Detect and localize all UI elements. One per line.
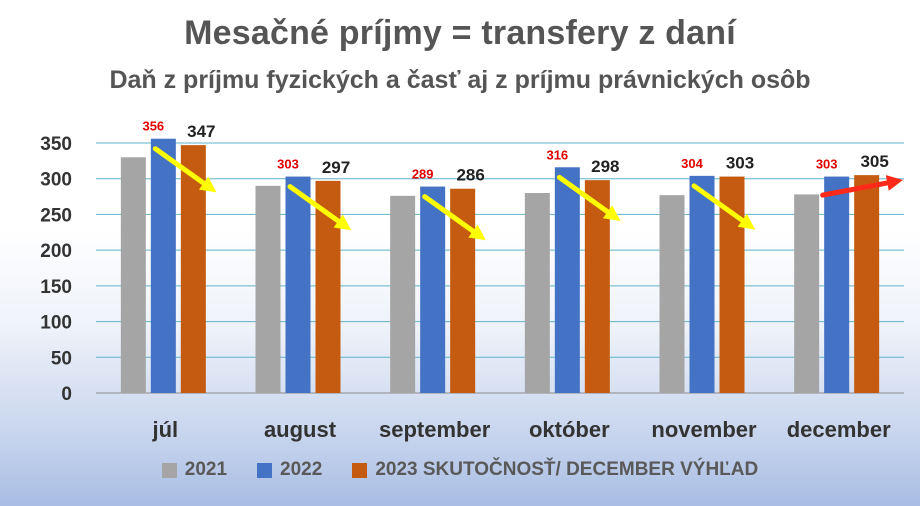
bar-2022-november: [689, 175, 715, 393]
trend-arrow-september: [422, 194, 486, 241]
data-label: 298: [591, 157, 619, 176]
y-tick-label: 50: [51, 348, 72, 369]
data-label: 316: [546, 147, 568, 162]
data-label: 356: [142, 119, 164, 134]
bar-2021-október: [524, 193, 550, 393]
x-tick-label: október: [529, 417, 610, 442]
y-tick-label: 300: [40, 170, 72, 191]
legend-label-2021: 2021: [184, 459, 228, 480]
bar-2021-december: [794, 194, 820, 393]
data-label: 304: [681, 156, 703, 171]
legend: 2021 2022 2023 SKUTOČNOSŤ/ DECEMBER VÝHĽ…: [0, 459, 920, 481]
y-tick-label: 100: [40, 313, 72, 334]
data-label: 303: [816, 157, 838, 172]
bar-2022-júl: [150, 138, 176, 393]
x-tick-label: december: [787, 417, 891, 442]
data-label: 303: [726, 154, 754, 173]
bar-2021-august: [255, 185, 281, 393]
trend-arrow-október: [556, 174, 621, 222]
bar-2021-júl: [120, 157, 146, 393]
chart-subtitle: Daň z príjmu fyzických a časť aj z príjm…: [109, 66, 811, 94]
y-tick-label: 250: [40, 205, 72, 226]
trend-arrow-august: [287, 184, 352, 231]
bar-2022-október: [554, 167, 580, 393]
legend-label-2023: 2023 SKUTOČNOSŤ/ DECEMBER VÝHĽAD: [375, 459, 759, 480]
chart-title: Mesačné príjmy = transfery z daní: [184, 14, 736, 52]
bar-2022-august: [285, 176, 311, 393]
y-tick-label: 350: [40, 134, 72, 155]
data-label: 303: [277, 157, 299, 172]
data-label: 289: [412, 167, 434, 182]
x-tick-label: august: [264, 417, 337, 442]
bar-2022-september: [420, 186, 446, 393]
trend-arrow-november: [691, 183, 756, 230]
trend-arrow-december: [820, 175, 903, 198]
bar-2022-december: [824, 176, 850, 393]
data-label: 347: [187, 122, 215, 141]
y-tick-label: 0: [61, 384, 72, 405]
y-tick-label: 200: [40, 241, 72, 262]
legend-swatch-2022: [257, 462, 273, 478]
x-tick-label: júl: [151, 417, 178, 442]
data-label: 286: [456, 166, 484, 185]
legend-label-2022: 2022: [280, 459, 323, 480]
bar-2021-september: [390, 195, 416, 393]
legend-swatch-2023: [352, 462, 368, 478]
legend-item-2021: 2021: [161, 459, 228, 481]
x-tick-label: september: [379, 417, 491, 442]
bar-2021-november: [659, 195, 685, 393]
x-tick-label: november: [651, 417, 757, 442]
y-tick-label: 150: [40, 277, 72, 298]
legend-item-2022: 2022: [257, 459, 322, 481]
trend-arrow-júl: [152, 146, 217, 193]
legend-swatch-2021: [161, 462, 177, 478]
bar-2023-december: [854, 175, 880, 393]
data-label: 297: [322, 158, 350, 177]
legend-item-2023: 2023 SKUTOČNOSŤ/ DECEMBER VÝHĽAD: [352, 459, 758, 481]
data-label: 305: [860, 152, 888, 171]
